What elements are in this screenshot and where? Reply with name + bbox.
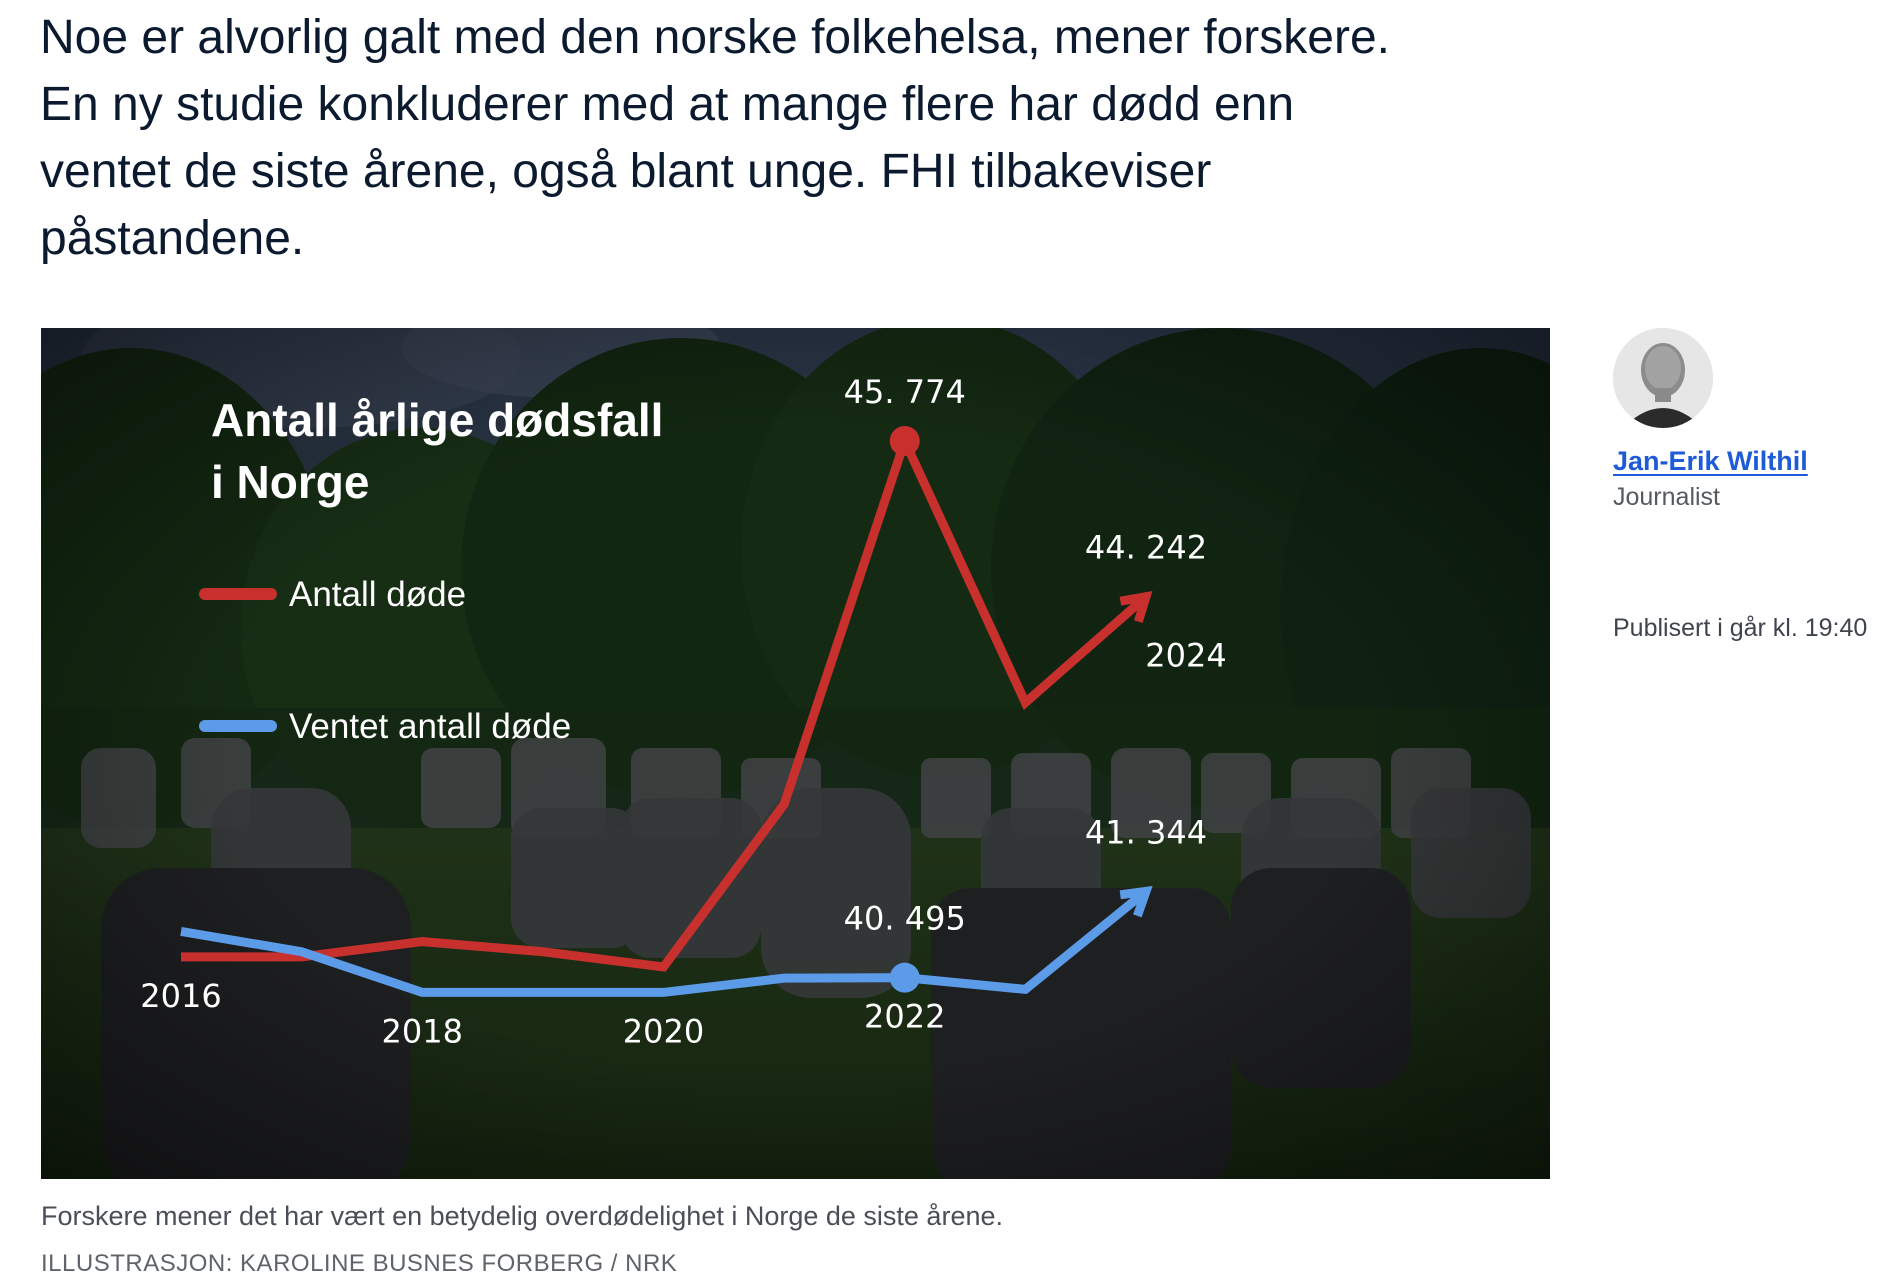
legend-label-blue: Ventet antall døde [289, 707, 571, 746]
chart-plot-area: 45. 774 44. 242 40. 495 41. 344 2016 2018 2020… [140, 373, 1226, 1050]
x-tick-label-2024: 2024 [1145, 637, 1226, 675]
author-block: Jan-Erik Wilthil Journalist [1613, 328, 1898, 512]
figure-credit: ILLUSTRASJON: KAROLINE BUSNES FORBERG / … [41, 1250, 678, 1277]
deaths-line-chart: Antall årlige dødsfall i Norge Antall dø… [41, 328, 1550, 1179]
x-tick-label-2020: 2020 [623, 1012, 704, 1050]
author-role: Journalist [1613, 483, 1720, 511]
series-highlight-point-1 [889, 962, 920, 993]
series-line-0 [181, 428, 1149, 972]
figure-caption: Forskere mener det har vært en betydelig… [41, 1201, 1003, 1231]
series-arrowhead-0 [1119, 591, 1153, 623]
x-tick-label-2018: 2018 [382, 1012, 463, 1050]
article-figure: Antall årlige dødsfall i Norge Antall dø… [41, 328, 1550, 1179]
author-avatar[interactable] [1613, 328, 1713, 428]
chart-title-line1: Antall årlige dødsfall [211, 394, 663, 446]
published-timestamp: Publisert i går kl. 19:40 [1613, 614, 1868, 642]
data-label-0-0: 45. 774 [844, 373, 966, 411]
data-label-0-1: 44. 242 [1085, 529, 1207, 567]
author-name-link[interactable]: Jan-Erik Wilthil [1613, 446, 1808, 476]
series-arrowhead-1 [1119, 885, 1153, 918]
x-tick-label-2016: 2016 [140, 977, 221, 1015]
series-line-1 [180, 887, 1149, 997]
chart-title-line2: i Norge [211, 456, 369, 508]
cemetery-background [41, 328, 1550, 1179]
data-label-1-1: 41. 344 [1085, 813, 1207, 851]
x-tick-label-2022: 2022 [864, 998, 945, 1036]
legend-label-red: Antall døde [289, 575, 466, 614]
article-lead: Noe er alvorlig galt med den norske folk… [40, 11, 1390, 265]
series-highlight-point-0 [889, 425, 920, 456]
chart-legend: Antall døde Ventet antall døde [199, 575, 571, 746]
author-photo [1613, 328, 1713, 428]
data-label-1-0: 40. 495 [844, 900, 966, 938]
